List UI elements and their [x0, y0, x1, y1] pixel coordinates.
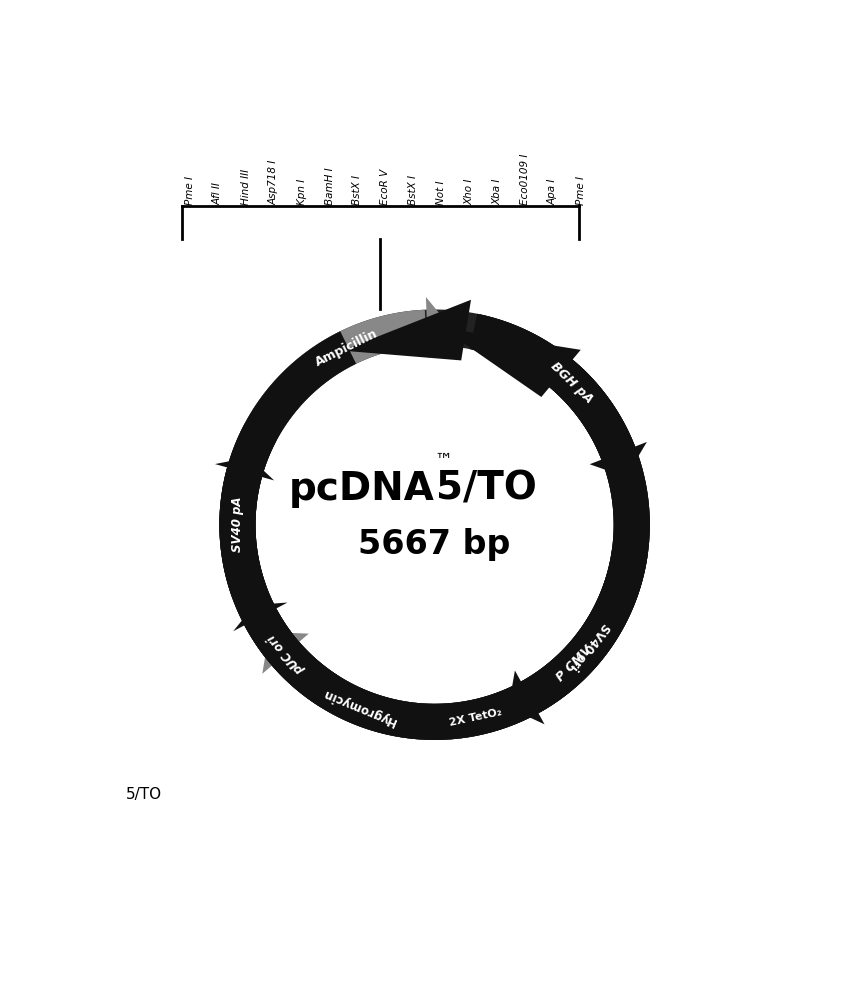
Text: Asp718 I: Asp718 I [269, 159, 279, 205]
Text: Xba I: Xba I [492, 178, 502, 205]
Polygon shape [220, 309, 650, 740]
Text: P CMV: P CMV [554, 644, 594, 685]
Polygon shape [471, 314, 634, 458]
Polygon shape [509, 671, 544, 724]
Polygon shape [262, 632, 309, 674]
Polygon shape [220, 314, 650, 740]
Polygon shape [426, 297, 452, 358]
Text: Eco0109 I: Eco0109 I [520, 153, 530, 205]
Text: Apa I: Apa I [548, 178, 558, 205]
Text: 5/TO: 5/TO [126, 787, 162, 802]
Polygon shape [220, 331, 650, 740]
Text: SV40 ori: SV40 ori [567, 620, 612, 672]
Text: BstX I: BstX I [353, 175, 362, 205]
Text: EcoR V: EcoR V [381, 168, 390, 205]
Text: BGH pA: BGH pA [548, 360, 595, 406]
Polygon shape [522, 550, 648, 713]
Text: SV40 pA: SV40 pA [231, 497, 244, 552]
Text: Kpn I: Kpn I [297, 178, 307, 205]
Polygon shape [233, 603, 287, 631]
Text: 2X TetO₂: 2X TetO₂ [449, 707, 503, 728]
Text: BstX I: BstX I [409, 175, 418, 205]
Polygon shape [245, 609, 340, 707]
Text: Pme I: Pme I [576, 176, 586, 205]
Text: pcDNA: pcDNA [288, 470, 434, 508]
Text: ™: ™ [434, 452, 453, 470]
Polygon shape [589, 442, 647, 477]
Text: Hygromycin: Hygromycin [321, 686, 398, 728]
Text: 5/TO: 5/TO [436, 470, 537, 508]
Polygon shape [215, 457, 274, 480]
Polygon shape [220, 468, 266, 598]
Polygon shape [252, 310, 427, 430]
Polygon shape [442, 328, 581, 397]
Text: Ampicillin: Ampicillin [313, 327, 380, 369]
Text: Pme I: Pme I [185, 176, 195, 205]
Text: Afl II: Afl II [213, 182, 223, 205]
Polygon shape [342, 300, 471, 360]
Text: Not I: Not I [436, 180, 446, 205]
Text: pUC ori: pUC ori [265, 631, 307, 677]
Text: Hind III: Hind III [241, 169, 251, 205]
Text: Xho I: Xho I [464, 178, 474, 205]
Text: 5667 bp: 5667 bp [359, 528, 510, 561]
Text: BamH I: BamH I [325, 167, 334, 205]
Polygon shape [273, 643, 479, 740]
